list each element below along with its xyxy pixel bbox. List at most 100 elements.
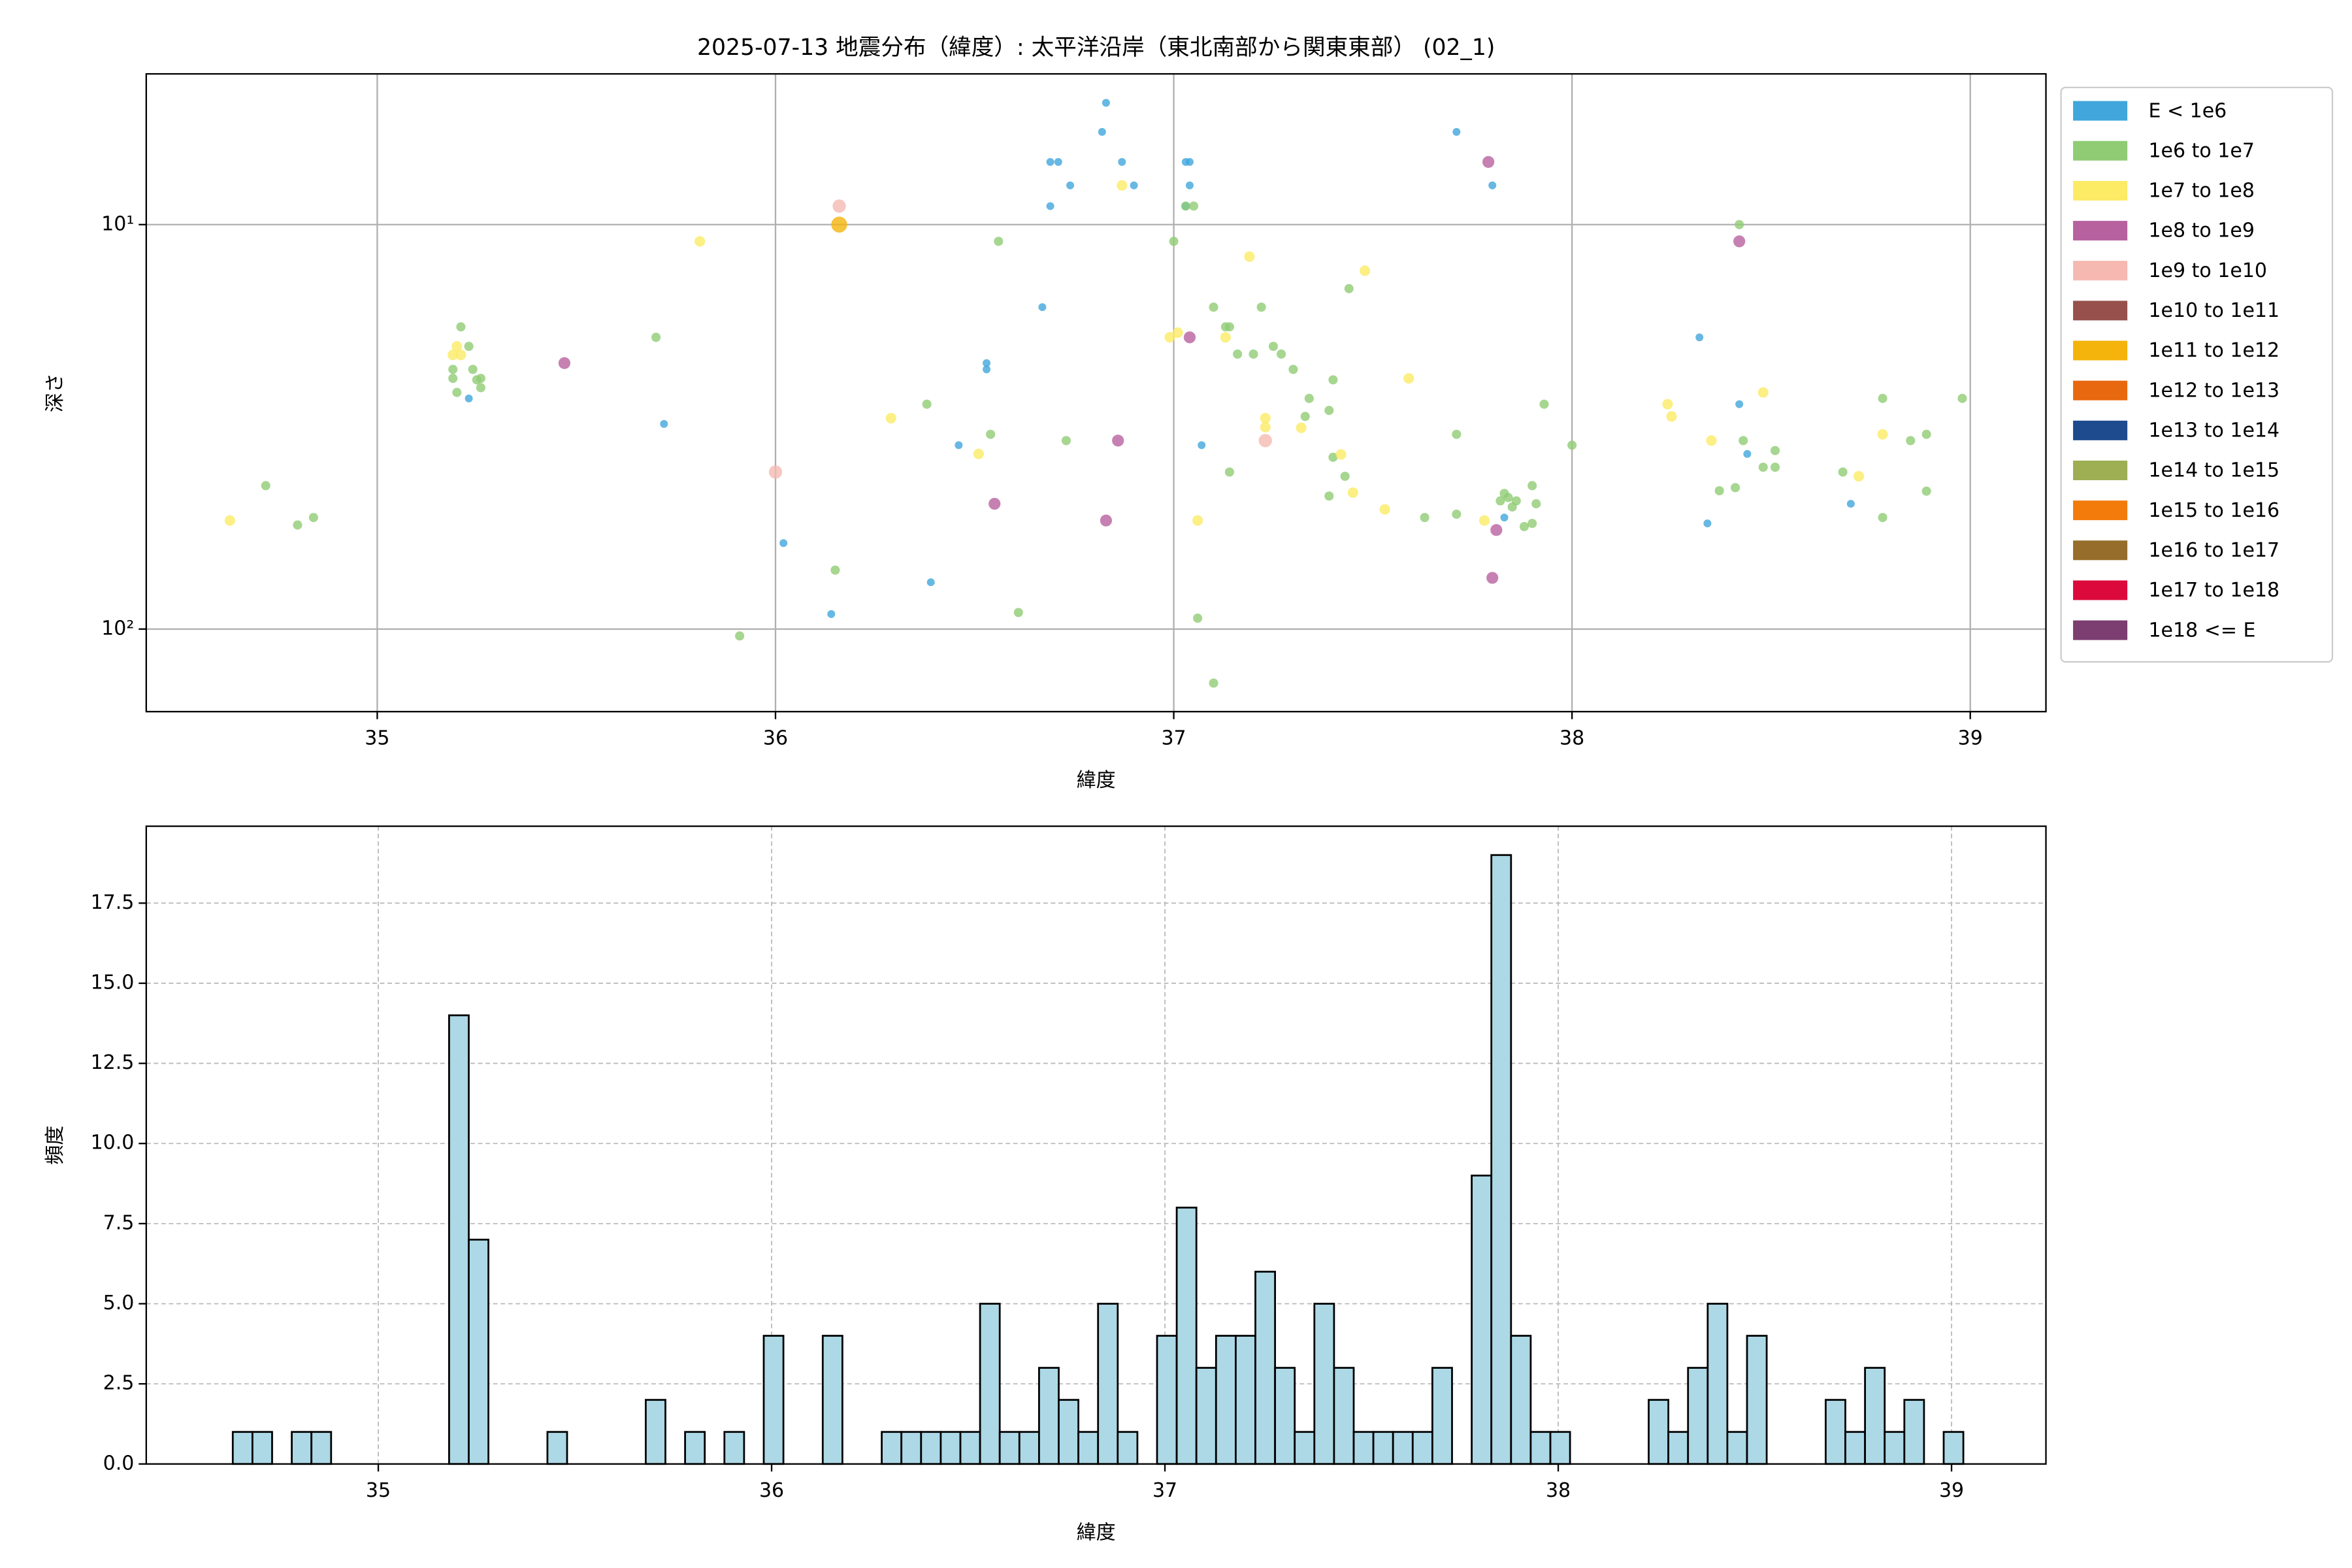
- legend-label: 1e16 to 1e17: [2148, 539, 2279, 562]
- data-point: [1662, 399, 1673, 410]
- data-point: [1452, 429, 1462, 439]
- data-point: [1344, 284, 1354, 293]
- data-point: [476, 374, 485, 384]
- y-tick-label: 7.5: [103, 1211, 135, 1234]
- data-point: [1878, 513, 1887, 523]
- data-point: [1038, 303, 1047, 312]
- histogram-bar: [1746, 1335, 1768, 1465]
- histogram-bar: [998, 1431, 1021, 1465]
- data-point: [1539, 399, 1549, 409]
- data-point: [1277, 349, 1286, 359]
- legend-swatch: [2073, 340, 2128, 361]
- data-point: [1328, 452, 1338, 462]
- data-point: [1185, 181, 1194, 189]
- data-point: [1189, 201, 1199, 211]
- data-point: [973, 448, 984, 459]
- chart-title: 2025-07-13 地震分布（緯度）: 太平洋沿岸（東北南部から関東東部） (…: [697, 35, 1495, 61]
- legend-swatch: [2073, 140, 2128, 161]
- data-point: [827, 610, 836, 618]
- data-point: [694, 236, 706, 247]
- data-point: [832, 199, 846, 213]
- legend-swatch: [2073, 540, 2128, 561]
- legend-label: 1e15 to 1e16: [2148, 499, 2279, 522]
- data-point: [452, 387, 462, 397]
- data-point: [1347, 487, 1358, 498]
- data-point: [955, 441, 963, 449]
- data-point: [308, 513, 318, 523]
- data-point: [1846, 500, 1855, 508]
- data-point: [1118, 157, 1126, 166]
- legend-label: 1e13 to 1e14: [2148, 419, 2279, 442]
- histogram-bar: [1884, 1431, 1906, 1465]
- data-point: [1735, 400, 1744, 408]
- histogram-bar: [1352, 1431, 1375, 1465]
- data-point: [994, 237, 1004, 246]
- histogram-bar: [1274, 1367, 1296, 1465]
- data-point: [1169, 237, 1179, 246]
- legend-label: 1e11 to 1e12: [2148, 339, 2279, 362]
- legend-swatch: [2073, 500, 2128, 521]
- legend-swatch: [2073, 380, 2128, 400]
- histogram-bar: [1195, 1367, 1217, 1465]
- histogram-bar: [1864, 1367, 1886, 1465]
- x-axis-label: 緯度: [1077, 1521, 1116, 1544]
- histogram-bar: [1707, 1303, 1729, 1465]
- histogram-bar: [1215, 1335, 1237, 1465]
- histogram-bar: [1117, 1431, 1139, 1465]
- histogram-bar: [252, 1431, 273, 1465]
- data-point: [464, 342, 474, 351]
- y-tick-label: 10¹: [101, 212, 134, 235]
- histogram-bar: [1411, 1431, 1433, 1465]
- data-point: [1452, 127, 1461, 136]
- data-point: [1403, 373, 1414, 384]
- histogram-bar: [291, 1431, 313, 1465]
- data-point: [1300, 412, 1310, 421]
- data-point: [1296, 422, 1307, 433]
- data-point: [1519, 521, 1529, 532]
- x-tick-label: 37: [1161, 727, 1186, 749]
- histogram-bar: [821, 1335, 843, 1465]
- data-point: [1249, 349, 1258, 359]
- data-point: [1172, 327, 1183, 338]
- legend-swatch: [2073, 261, 2128, 281]
- data-point: [922, 399, 932, 409]
- histogram-bar: [1077, 1431, 1100, 1465]
- data-point: [1770, 446, 1780, 455]
- histogram-bar: [1903, 1399, 1925, 1465]
- data-point: [1220, 332, 1231, 343]
- data-point: [1181, 201, 1190, 211]
- legend-label: 1e6 to 1e7: [2148, 139, 2254, 162]
- data-point: [448, 350, 459, 361]
- data-point: [293, 520, 302, 530]
- data-point: [1183, 331, 1196, 344]
- legend-label: E < 1e6: [2148, 99, 2227, 122]
- histogram-bar: [1372, 1431, 1394, 1465]
- histogram-bar: [468, 1239, 489, 1465]
- data-point: [1233, 349, 1243, 359]
- histogram-bar: [920, 1431, 942, 1465]
- histogram-bar: [1038, 1367, 1060, 1465]
- histogram-bar: [979, 1303, 1001, 1465]
- data-point: [1420, 513, 1429, 523]
- data-point: [735, 631, 745, 641]
- histogram-bar: [1648, 1399, 1669, 1465]
- legend-swatch: [2073, 101, 2128, 121]
- histogram-bar: [1726, 1431, 1748, 1465]
- data-point: [1112, 434, 1124, 447]
- x-tick-label: 35: [365, 727, 389, 749]
- data-point: [1256, 302, 1266, 312]
- legend-label: 1e14 to 1e15: [2148, 459, 2279, 482]
- data-point: [1209, 302, 1218, 312]
- data-point: [1490, 524, 1503, 536]
- legend-swatch: [2073, 461, 2128, 480]
- plot-frame: [145, 825, 2047, 1465]
- data-point: [1706, 435, 1717, 446]
- data-point: [1567, 440, 1577, 450]
- y-tick-label: 10²: [101, 617, 134, 640]
- data-point: [1739, 436, 1748, 446]
- data-point: [1743, 449, 1752, 458]
- data-point: [1733, 235, 1746, 248]
- data-point: [1117, 180, 1128, 191]
- histogram-bar: [645, 1399, 666, 1465]
- data-point: [1488, 181, 1497, 189]
